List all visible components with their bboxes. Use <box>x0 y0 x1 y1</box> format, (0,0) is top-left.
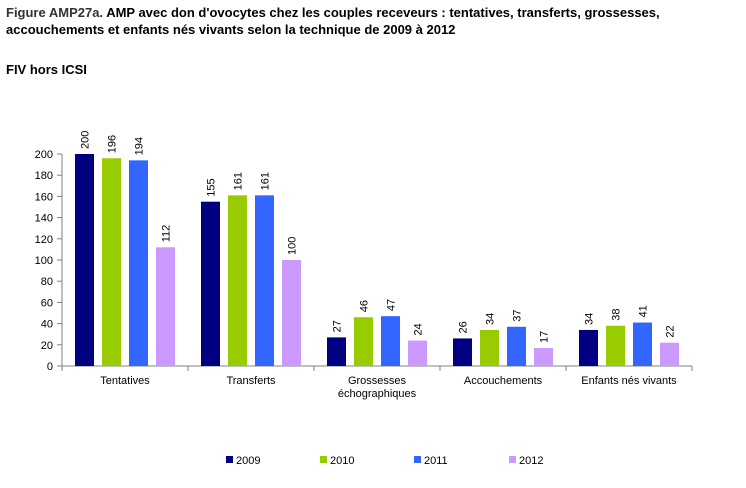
bar-2009 <box>327 337 346 366</box>
bar-2009 <box>579 330 598 366</box>
bar-2012 <box>534 348 553 366</box>
bar-2009 <box>453 338 472 366</box>
legend-swatch-2009 <box>226 456 233 463</box>
x-category-label: Enfants nés vivants <box>581 375 677 387</box>
x-category-label: Transferts <box>226 375 276 387</box>
y-tick-label: 80 <box>41 276 53 288</box>
bar-2010 <box>354 317 373 366</box>
bar-2011 <box>129 160 148 366</box>
bar-2010 <box>228 195 247 366</box>
data-label: 100 <box>287 237 299 255</box>
y-tick-label: 200 <box>35 149 53 161</box>
bar-2012 <box>408 341 427 366</box>
x-category-label: échographiques <box>338 388 417 400</box>
y-tick-label: 120 <box>35 234 53 246</box>
x-category-label: Grossesses <box>348 375 407 387</box>
data-label: 46 <box>359 300 371 312</box>
data-label: 47 <box>386 299 398 311</box>
x-category-label: Accouchements <box>464 375 543 387</box>
data-label: 37 <box>512 310 524 322</box>
bar-2011 <box>381 316 400 366</box>
y-tick-label: 20 <box>41 340 53 352</box>
data-label: 34 <box>584 313 596 325</box>
bar-2012 <box>660 343 679 366</box>
legend-swatch-2012 <box>509 456 516 463</box>
x-category-label: Tentatives <box>100 375 150 387</box>
bar-2011 <box>507 327 526 366</box>
bar-chart: 0 20 40 60 80 100 120 140 160 180 200 200 196 194 112 T… <box>0 0 746 488</box>
bar-2012 <box>282 260 301 366</box>
data-label: 26 <box>458 321 470 333</box>
data-label: 161 <box>260 172 272 190</box>
data-label: 41 <box>638 305 650 317</box>
bar-2011 <box>633 323 652 366</box>
data-label: 155 <box>206 178 218 196</box>
legend-label: 2009 <box>236 455 260 467</box>
bar-2011 <box>255 195 274 366</box>
y-tick-label: 0 <box>47 361 53 373</box>
y-tick-label: 60 <box>41 297 53 309</box>
data-label: 112 <box>161 225 173 243</box>
data-label: 194 <box>134 137 146 155</box>
bar-2012 <box>156 247 175 366</box>
bar-2010 <box>606 326 625 366</box>
y-tick-label: 180 <box>35 170 53 182</box>
bar-2010 <box>102 158 121 366</box>
data-label: 22 <box>665 325 677 337</box>
data-label: 34 <box>485 313 497 325</box>
data-label: 161 <box>233 172 245 190</box>
legend-swatch-2010 <box>320 456 327 463</box>
data-label: 196 <box>107 135 119 153</box>
legend-label: 2010 <box>330 455 354 467</box>
data-label: 17 <box>539 331 551 343</box>
data-label: 38 <box>611 308 623 320</box>
bar-2009 <box>75 154 94 366</box>
legend-label: 2011 <box>424 455 448 467</box>
data-label: 24 <box>413 323 425 335</box>
legend-label: 2012 <box>519 455 543 467</box>
y-tick-label: 160 <box>35 191 53 203</box>
y-tick-label: 140 <box>35 213 53 225</box>
data-label: 200 <box>80 131 92 149</box>
y-tick-label: 100 <box>35 255 53 267</box>
y-tick-label: 40 <box>41 319 53 331</box>
bar-2009 <box>201 202 220 366</box>
legend-swatch-2011 <box>414 456 421 463</box>
data-label: 27 <box>332 320 344 332</box>
bar-2010 <box>480 330 499 366</box>
